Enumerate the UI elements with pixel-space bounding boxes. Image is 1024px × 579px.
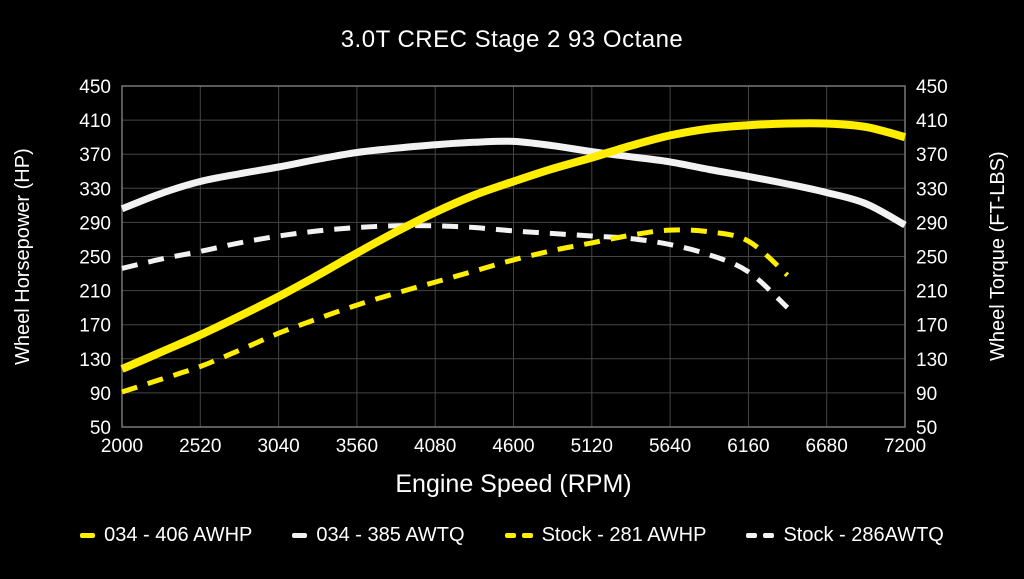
x-tick: 7200	[884, 436, 926, 457]
legend-dash	[763, 533, 775, 538]
y-tick-left: 370	[79, 145, 111, 166]
y-tick-left: 210	[79, 282, 111, 303]
y-tick-right: 250	[916, 248, 948, 269]
x-tick: 6160	[727, 436, 769, 457]
y-tick-right: 290	[916, 213, 948, 234]
y-tick-left: 290	[79, 213, 111, 234]
series-line-034-385-awtq	[120, 137, 907, 229]
legend-item: 034 - 406 AWHP	[80, 524, 252, 547]
y-tick-left: 50	[90, 418, 111, 439]
tick-labels: 50 50 90 90 130 130 170 170 210 210 250 250 290 290 33…	[79, 77, 947, 457]
x-tick: 3560	[336, 436, 378, 457]
legend-label: Stock - 286AWTQ	[783, 524, 944, 546]
y-tick-right: 330	[916, 179, 948, 200]
gridlines	[122, 86, 905, 427]
y-tick-left: 410	[79, 111, 111, 132]
y-tick-right: 130	[916, 350, 948, 371]
y-tick-left: 170	[79, 316, 111, 337]
y-tick-right: 410	[916, 111, 948, 132]
y-tick-right: 450	[916, 77, 948, 98]
legend-item: 034 - 385 AWTQ	[292, 524, 465, 547]
legend-dash	[80, 533, 96, 538]
series-line-stock-281-awhp	[121, 227, 790, 395]
x-axis-label: Engine Speed (RPM)	[395, 470, 632, 498]
dashed-line-swatch-icon	[746, 533, 775, 538]
legend-item: Stock - 281 AWHP	[504, 524, 707, 547]
x-tick: 3040	[257, 436, 299, 457]
x-tick: 5120	[571, 436, 613, 457]
legend-label: Stock - 281 AWHP	[541, 524, 707, 546]
x-tick: 6680	[806, 436, 848, 457]
legend-item: Stock - 286AWTQ	[746, 524, 944, 547]
y-tick-left: 250	[79, 248, 111, 269]
legend: 034 - 406 AWHP 034 - 385 AWTQ Stock - 281 …	[0, 524, 1024, 547]
y-tick-left: 450	[79, 77, 111, 98]
x-tick: 5640	[649, 436, 691, 457]
y-tick-right: 210	[916, 282, 948, 303]
y-tick-right: 370	[916, 145, 948, 166]
series-line-034-406-awhp	[120, 119, 907, 373]
y-tick-right: 50	[916, 418, 937, 439]
legend-dash	[292, 533, 308, 538]
y-tick-left: 90	[90, 384, 111, 405]
y-tick-left: 130	[79, 350, 111, 371]
solid-line-swatch-icon	[292, 533, 308, 538]
solid-line-swatch-icon	[80, 533, 96, 538]
plot-border	[121, 85, 906, 428]
y-tick-right: 90	[916, 384, 937, 405]
y-tick-right: 170	[916, 316, 948, 337]
y-tick-left: 330	[79, 179, 111, 200]
x-tick: 2000	[101, 436, 143, 457]
x-tick: 4080	[414, 436, 456, 457]
chart-title: 3.0T CREC Stage 2 93 Octane	[340, 26, 684, 53]
legend-dash	[504, 533, 516, 538]
legend-dash	[746, 533, 758, 538]
legend-label: 034 - 385 AWTQ	[316, 524, 465, 546]
x-tick: 2520	[179, 436, 221, 457]
x-tick: 4600	[492, 436, 534, 457]
legend-label: 034 - 406 AWHP	[104, 524, 253, 546]
legend-dash	[521, 533, 533, 538]
series-line-stock-286awtq	[121, 223, 790, 310]
dashed-line-swatch-icon	[504, 533, 533, 538]
